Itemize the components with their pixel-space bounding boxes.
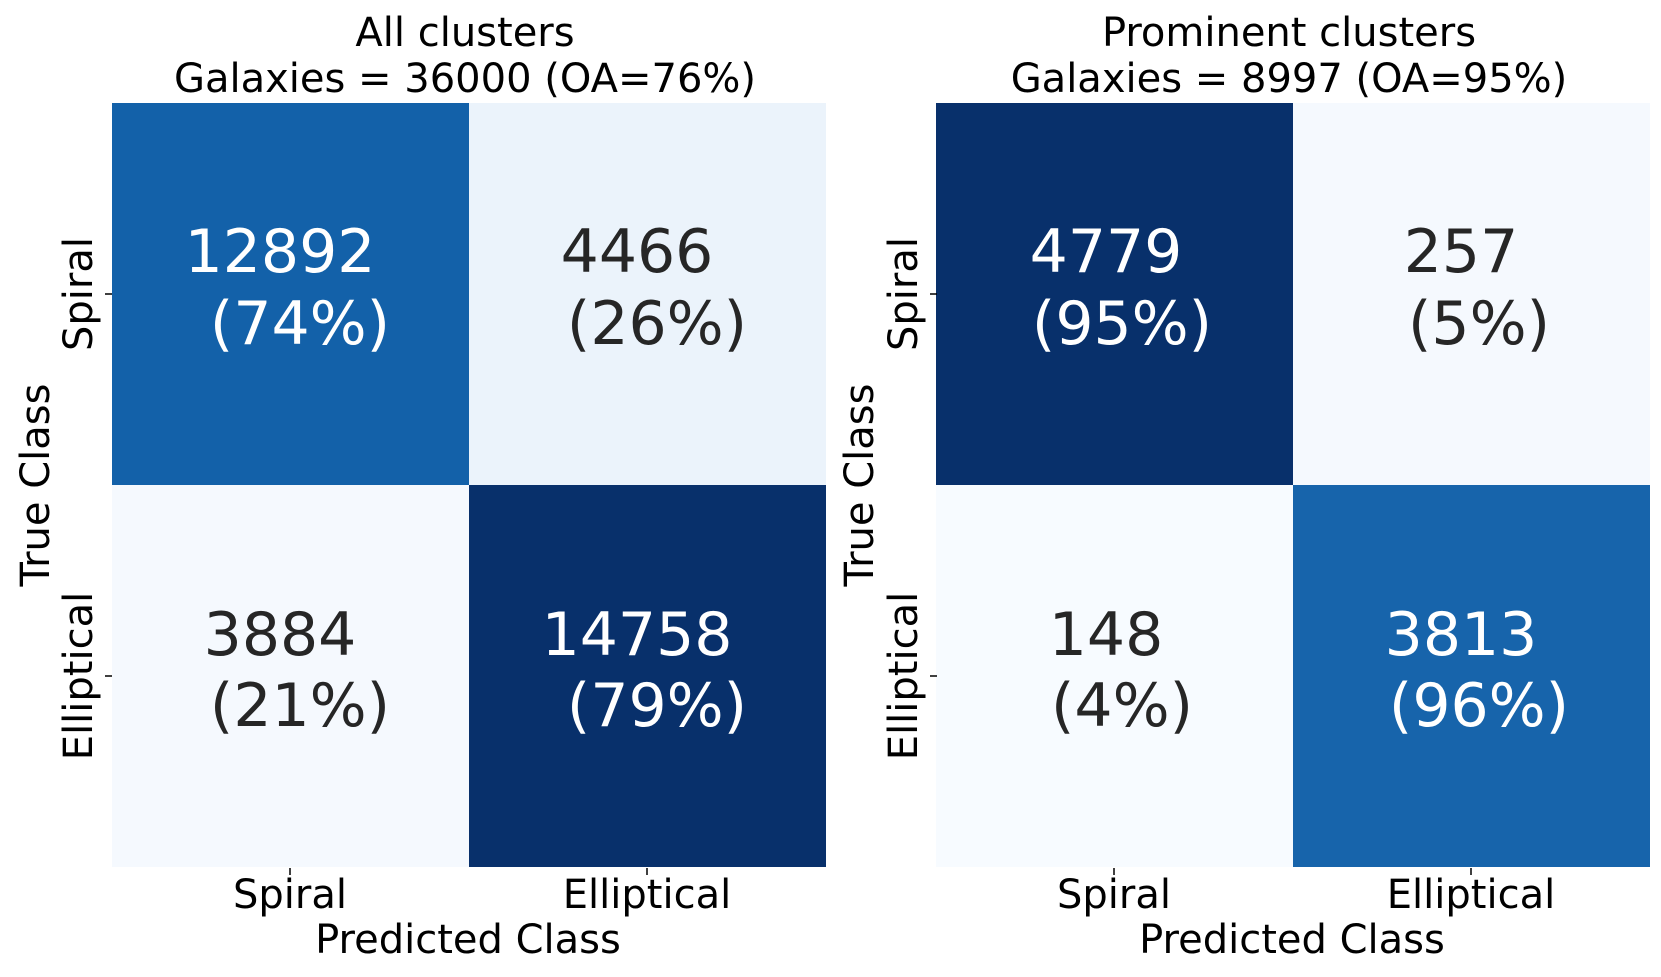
panel-2-cell-spiral-spiral-percent: (95%): [1032, 289, 1212, 359]
panel-1-cell-spiral-elliptical-percent: (26%): [567, 289, 747, 359]
panel-2-y-axis-label: True Class: [837, 384, 883, 588]
panel-1-cell-elliptical-spiral-percent: (21%): [210, 671, 390, 741]
panel-2-heatmap-cells: [936, 103, 1650, 867]
panel-1-cell-spiral-spiral-percent: (74%): [210, 289, 390, 359]
panel-2-x-tick-label-spiral: Spiral: [1057, 872, 1171, 918]
panel-1-title-line-2: Galaxies = 36000 (OA=76%): [174, 56, 756, 102]
panel-1-x-tick-label-spiral: Spiral: [233, 872, 347, 918]
panel-1-y-tick-label-elliptical: Elliptical: [56, 592, 102, 760]
panel-1-cell-elliptical-elliptical-percent: (79%): [567, 671, 747, 741]
panel-2-cell-spiral-spiral: [936, 103, 1293, 485]
panel-1-y-axis-label: True Class: [13, 384, 59, 588]
panel-2-cell-elliptical-elliptical-count: 3813: [1385, 600, 1538, 670]
panel-1-heatmap-cells: [112, 103, 826, 867]
panel-2-y-tick-label-elliptical: Elliptical: [881, 592, 927, 760]
panel-1-cell-elliptical-elliptical-count: 14758: [542, 600, 733, 670]
panel-2-title-line-1: Prominent clusters: [1102, 10, 1476, 56]
panel-1-cell-spiral-spiral: [112, 103, 469, 485]
panel-1-y-tick-label-spiral: Spiral: [56, 237, 102, 351]
panel-2-cell-elliptical-elliptical: [1293, 485, 1650, 867]
panel-1-cell-spiral-elliptical: [469, 103, 826, 485]
panel-2-cell-elliptical-spiral-count: 148: [1049, 600, 1164, 670]
panel-1-x-axis-label: Predicted Class: [315, 917, 621, 963]
panel-2-title-line-2: Galaxies = 8997 (OA=95%): [1011, 56, 1568, 102]
panel-2-cell-elliptical-elliptical-percent: (96%): [1389, 671, 1569, 741]
panel-2-cell-spiral-elliptical: [1293, 103, 1650, 485]
panel-2-cell-spiral-spiral-count: 4779: [1030, 217, 1183, 287]
panel-1-cell-elliptical-elliptical: [469, 485, 826, 867]
panel-1-cell-spiral-spiral-count: 12892: [185, 217, 376, 287]
panel-1-title-line-1: All clusters: [355, 10, 574, 56]
panel-all-clusters: All clusters Galaxies = 36000 (OA=76%) 1…: [13, 10, 826, 963]
panel-2-y-tick-label-spiral: Spiral: [881, 237, 927, 351]
panel-1-cell-spiral-elliptical-count: 4466: [561, 217, 714, 287]
panel-2-x-axis-label: Predicted Class: [1139, 917, 1445, 963]
panel-2-cell-spiral-elliptical-percent: (5%): [1408, 289, 1550, 359]
panel-1-cell-elliptical-spiral: [112, 485, 469, 867]
panel-2-x-tick-label-elliptical: Elliptical: [1387, 872, 1555, 918]
panel-1-x-tick-label-elliptical: Elliptical: [563, 872, 731, 918]
panel-1-cell-elliptical-spiral-count: 3884: [204, 600, 357, 670]
panel-2-cell-elliptical-spiral: [936, 485, 1293, 867]
panel-2-cell-elliptical-spiral-percent: (4%): [1051, 671, 1193, 741]
panel-prominent-clusters: Prominent clusters Galaxies = 8997 (OA=9…: [837, 10, 1650, 963]
panel-2-cell-spiral-elliptical-count: 257: [1404, 217, 1519, 287]
